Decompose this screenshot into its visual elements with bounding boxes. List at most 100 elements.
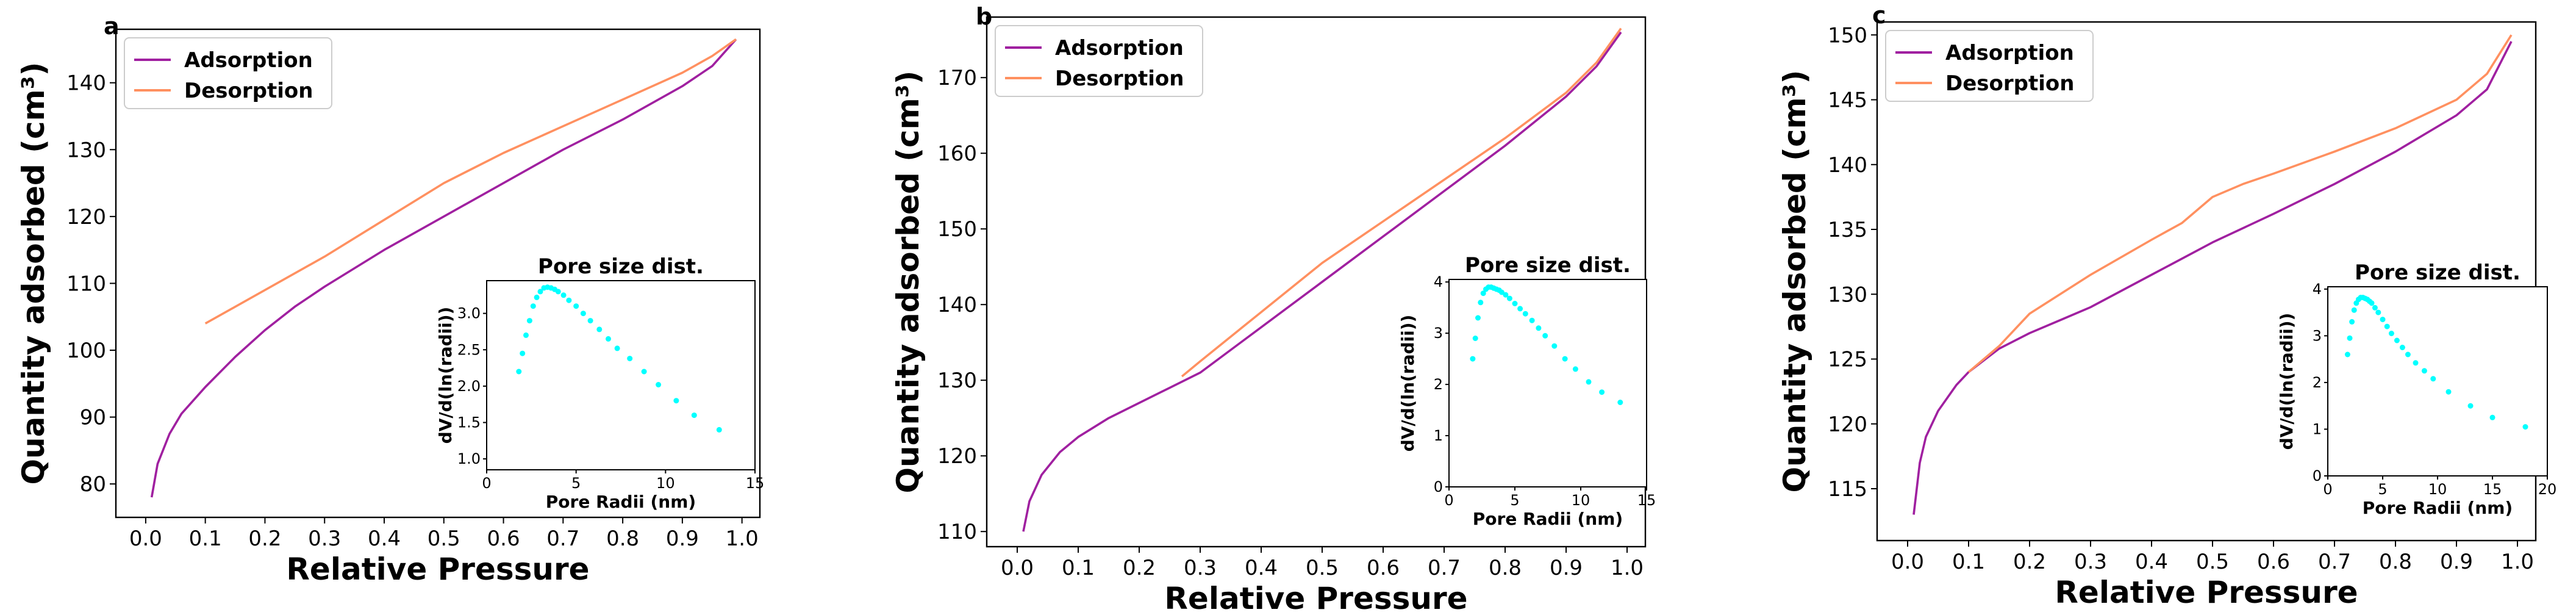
inset-data-point <box>614 345 620 351</box>
y-tick-label: 120 <box>66 205 106 229</box>
x-tick-label: 0.8 <box>1489 556 1522 580</box>
inset-data-point <box>596 326 603 333</box>
inset-x-tick-label: 5 <box>2378 481 2387 498</box>
inset-x-axis-label: Pore Radii (nm) <box>1473 509 1623 529</box>
inset-y-tick-label: 1.0 <box>457 450 481 467</box>
inset-y-tick-label: 2.5 <box>457 341 481 358</box>
y-tick-label: 125 <box>1828 348 1867 372</box>
y-tick-label: 160 <box>937 142 977 166</box>
x-tick-label: 0.3 <box>1184 556 1217 580</box>
inset-data-point <box>516 369 522 375</box>
y-tick-label: 135 <box>1828 218 1867 242</box>
inset-data-point <box>1503 292 1509 298</box>
inset-data-point <box>1599 389 1605 395</box>
inset-data-point <box>691 412 697 419</box>
x-tick-label: 1.0 <box>726 527 759 551</box>
inset-data-point <box>526 318 532 324</box>
inset-chart: Pore size dist. 0 5 10 15 1.0 1.5 2.0 2.5 3.0 Pore… <box>435 254 764 512</box>
inset-data-point <box>716 426 722 433</box>
inset-x-tick-label: 10 <box>2428 481 2447 498</box>
x-tick-label: 0.1 <box>189 527 222 551</box>
x-tick-label: 0.7 <box>546 527 579 551</box>
inset-y-tick-label: 3 <box>1434 325 1443 342</box>
inset-x-tick-label: 0 <box>1444 492 1453 509</box>
inset-title: Pore size dist. <box>1465 253 1631 278</box>
inset-y-tick-label: 3.0 <box>457 305 481 322</box>
inset-data-point <box>2489 414 2496 420</box>
x-tick-label: 0.5 <box>2196 550 2229 574</box>
legend-label-adsorption: Adsorption <box>184 48 313 73</box>
x-tick-label: 0.1 <box>1062 556 1095 580</box>
y-axis-label: Quantity adsorbed (cm³) <box>16 62 51 485</box>
x-tick-label: 0.3 <box>308 527 341 551</box>
x-axis-label: Relative Pressure <box>2055 575 2358 610</box>
inset-x-tick-label: 5 <box>1510 492 1519 509</box>
panel-c: c0.0 0.1 0.2 0.3 0.4 0.5 0.6 0.7 0.8 0.9 1.0115120… <box>1777 2 2556 610</box>
inset-y-tick-label: 4 <box>2313 281 2322 298</box>
inset-data-point <box>530 303 536 309</box>
inset-y-tick-label: 3 <box>2313 327 2322 344</box>
y-tick-label: 110 <box>66 272 106 296</box>
inset-y-tick-label: 2.0 <box>457 378 481 395</box>
inset-y-tick-label: 1.5 <box>457 414 481 431</box>
legend-label-desorption: Desorption <box>1945 71 2074 96</box>
inset-x-tick-label: 15 <box>1637 492 1656 509</box>
inset-y-tick-label: 1 <box>1434 427 1443 444</box>
legend-label-adsorption: Adsorption <box>1055 36 1184 60</box>
y-tick-label: 140 <box>937 293 977 317</box>
inset-data-point <box>560 292 567 298</box>
inset-x-tick-label: 15 <box>2483 481 2502 498</box>
inset-data-point <box>1572 366 1578 372</box>
inset-data-point <box>2522 424 2528 430</box>
inset-data-point <box>2349 318 2355 325</box>
x-axis-label: Relative Pressure <box>286 552 589 587</box>
inset-y-axis-label: dV/d(ln(radii)) <box>1398 315 1418 452</box>
y-tick-label: 80 <box>80 472 106 497</box>
inset-x-axis-label: Pore Radii (nm) <box>2363 498 2513 518</box>
legend-box <box>1885 30 2094 102</box>
x-tick-label: 0.0 <box>1001 556 1034 580</box>
x-tick-label: 0.1 <box>1952 550 1985 574</box>
inset-data-point <box>587 318 593 324</box>
inset-data-point <box>641 369 647 375</box>
series-line-adsorption <box>150 38 737 498</box>
panel-label: a <box>104 13 120 40</box>
inset-data-point <box>580 311 586 317</box>
y-tick-label: 170 <box>937 66 977 90</box>
x-tick-label: 0.7 <box>2318 550 2351 574</box>
legend: Adsorption Desorption <box>124 37 332 109</box>
y-axis-label: Quantity adsorbed (cm³) <box>890 71 926 494</box>
y-axis-label: Quantity adsorbed (cm³) <box>1777 70 1812 493</box>
inset-data-point <box>1498 289 1504 295</box>
inset-x-tick-label: 10 <box>1572 492 1590 509</box>
series-group <box>1022 27 1622 532</box>
inset-data-point <box>2369 300 2375 306</box>
y-tick-label: 120 <box>1828 412 1867 437</box>
series-line-desorption <box>1967 34 2513 373</box>
inset-y-tick-label: 0 <box>2313 467 2322 484</box>
plot-frame <box>115 28 761 519</box>
series-group <box>150 38 737 498</box>
x-axis-label: Relative Pressure <box>1164 581 1467 615</box>
y-tick-label: 150 <box>937 217 977 242</box>
panel-a: a 0.0 0.1 0.2 0.3 0.4 0.5 0.6 0.7 0.8 0.9 1.0 80 90 10… <box>16 13 764 587</box>
inset-data-point <box>1480 290 1486 297</box>
inset-x-tick-label: 0 <box>482 475 491 492</box>
inset-y-axis-label: dV/d(ln(radii)) <box>2277 313 2297 450</box>
series-line-desorption <box>204 38 737 325</box>
inset-data-point <box>1472 336 1478 341</box>
y-tick-label: 115 <box>1828 477 1867 502</box>
inset-data-point <box>534 294 540 300</box>
inset-y-tick-label: 2 <box>2313 374 2322 391</box>
x-tick-label: 0.6 <box>487 527 520 551</box>
inset-x-axis-label: Pore Radii (nm) <box>546 492 696 512</box>
x-tick-label: 0.2 <box>1123 556 1156 580</box>
x-tick-label: 0.3 <box>2074 550 2107 574</box>
panel-b: b0.0 0.1 0.2 0.3 0.4 0.5 0.6 0.7 0.8 0.9 1.0110120… <box>890 3 1656 615</box>
inset-data-point <box>2467 403 2474 409</box>
x-tick-label: 1.0 <box>1611 556 1644 580</box>
inset-frame <box>2327 286 2548 477</box>
inset-x-tick-label: 0 <box>2323 481 2332 498</box>
inset-chart: Pore size dist. 0 5 10 15 0 1 2 3 4 Pore Radii (nm… <box>1398 253 1656 529</box>
